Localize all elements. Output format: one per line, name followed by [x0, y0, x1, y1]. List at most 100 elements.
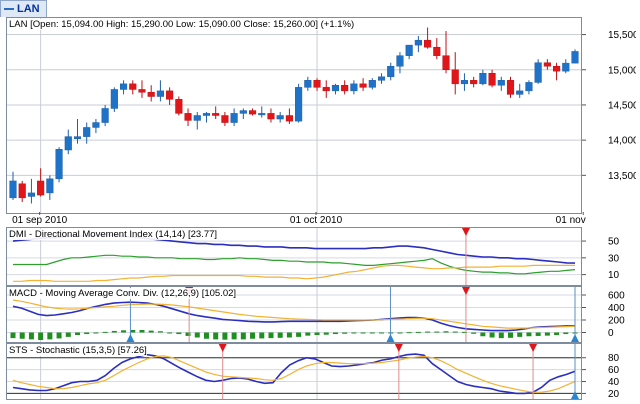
histogram-bar	[268, 332, 274, 339]
buy-signal-marker	[571, 391, 579, 399]
histogram-bar	[121, 330, 127, 333]
histogram-bar	[250, 332, 256, 339]
candle-body	[433, 46, 441, 56]
candle-body	[414, 39, 422, 46]
candle-body	[27, 192, 35, 197]
y-tick-label: 80	[608, 353, 620, 364]
sell-signal-marker	[461, 287, 470, 295]
histogram-bar	[434, 331, 440, 333]
candle-body	[359, 83, 367, 88]
indicator-line	[12, 299, 576, 329]
histogram-bar	[38, 332, 44, 340]
candle-body	[37, 180, 45, 196]
y-tick-label: 50	[608, 237, 620, 248]
histogram-bar	[185, 332, 191, 336]
date-axis: 01 sep 2010 01 oct 2010 01 nov 2010	[12, 212, 586, 226]
candle-body	[184, 113, 192, 121]
series-legend-line	[4, 8, 14, 11]
buy-signal-marker	[126, 334, 135, 342]
macd-panel[interactable]: MACD - Moving Average Conv. Div. (12,26,…	[6, 286, 633, 343]
histogram-bar	[47, 332, 53, 340]
candle-body	[83, 127, 91, 137]
candle-body	[55, 149, 63, 180]
histogram-bar	[203, 332, 209, 339]
candle-body	[350, 83, 358, 92]
histogram-bar	[10, 332, 16, 339]
candle-body	[9, 180, 17, 199]
y-tick-label: 60	[608, 365, 620, 376]
y-tick-label: 40	[608, 377, 620, 388]
indicator-line	[13, 264, 575, 282]
dmi-panel[interactable]: DMI - Directional Movement Index (14,14)…	[6, 227, 585, 286]
y-tick-label: 14,500.00	[608, 100, 636, 111]
candle-body	[18, 183, 26, 199]
x-tick-label: 01 oct 2010	[290, 215, 343, 226]
instrument-tab[interactable]: LAN	[0, 0, 47, 17]
price-chart	[7, 18, 585, 213]
histogram-bar	[296, 332, 302, 337]
histogram-bar	[554, 332, 560, 335]
histogram-bar	[65, 332, 71, 337]
buy-signal-marker	[386, 334, 395, 342]
candle-body	[276, 115, 284, 120]
sell-signal-marker	[394, 344, 403, 352]
candle-body	[138, 89, 146, 93]
candle-body	[64, 136, 72, 151]
candle-body	[405, 44, 413, 56]
price-panel[interactable]: LAN [Open: 15,094.00 High: 15,290.00 Low…	[6, 17, 585, 214]
candle-body	[506, 80, 515, 95]
y-tick-label: 20	[608, 389, 620, 400]
histogram-bar	[342, 332, 348, 334]
candle-body	[534, 62, 542, 83]
histogram-bar	[176, 332, 182, 335]
histogram-bar	[535, 332, 541, 336]
x-tick-label: 01 sep 2010	[12, 215, 67, 226]
indicator-line	[12, 353, 576, 395]
histogram-bar	[323, 332, 329, 335]
y-tick-label: 15,500.00	[608, 30, 636, 41]
histogram-bar	[277, 332, 283, 338]
candle-body	[331, 84, 340, 92]
candle-body	[230, 113, 238, 123]
candle-body	[424, 39, 432, 48]
dmi-y-axis: 50 30 10	[582, 237, 620, 281]
y-tick-label: 30	[608, 253, 620, 264]
candle-body	[166, 90, 174, 100]
histogram-bar	[498, 332, 504, 339]
candle-body	[101, 108, 109, 123]
histogram-bar	[406, 332, 412, 334]
candle-body	[387, 65, 395, 78]
macd-panel-title: MACD - Moving Average Conv. Div. (12,26,…	[9, 288, 237, 299]
sts-panel[interactable]: STS - Stochastic (15,3,5) [57.26]	[6, 343, 585, 400]
sell-signal-marker	[461, 228, 470, 236]
price-panel-title: LAN [Open: 15,094.00 High: 15,290.00 Low…	[9, 19, 355, 30]
candle-body	[46, 178, 54, 194]
histogram-bar	[148, 330, 154, 333]
candle-body	[525, 82, 533, 92]
histogram-bar	[452, 331, 458, 333]
candle-body	[396, 55, 404, 67]
price-y-axis: 15,500.00 15,000.00 14,500.00 14,000.00 13,5…	[582, 30, 636, 182]
histogram-bar	[489, 332, 495, 338]
histogram-bar	[471, 332, 477, 334]
y-tick-label: 13,500.00	[608, 171, 636, 182]
y-tick-label: 600	[608, 291, 625, 302]
candle-body	[451, 69, 459, 85]
histogram-bar	[332, 332, 338, 335]
histogram-bar	[167, 332, 173, 334]
histogram-bar	[74, 332, 80, 335]
candle-body	[212, 113, 220, 116]
y-tick-label: 400	[608, 303, 625, 314]
histogram-bar	[213, 332, 219, 340]
histogram-bar	[286, 332, 292, 338]
histogram-bar	[415, 331, 421, 333]
candle-body	[73, 136, 82, 139]
histogram-bar	[102, 331, 108, 333]
candle-body	[442, 55, 450, 70]
x-tick-label: 01 nov 2010	[556, 215, 586, 226]
candle-body	[516, 90, 524, 95]
histogram-bar	[425, 331, 431, 333]
candle-body	[239, 110, 247, 114]
